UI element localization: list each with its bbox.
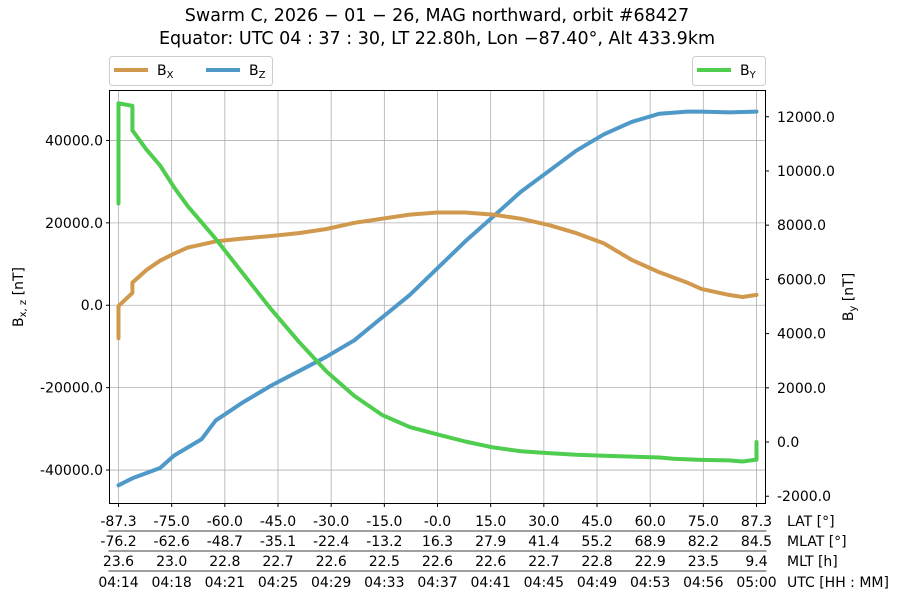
x-tick-label: 22.5 bbox=[369, 554, 400, 570]
x-row-label: MLT [h] bbox=[787, 554, 838, 570]
x-tick-label: 05:00 bbox=[736, 575, 776, 591]
x-tick-label: 04:21 bbox=[205, 575, 245, 591]
x-tick-label: 75.0 bbox=[688, 514, 719, 530]
x-tick-label: -62.6 bbox=[154, 534, 190, 550]
y-axis-right: -2000.0 0.0 2000.0 4000.0 6000.0 8000.0 10000.… bbox=[765, 110, 835, 505]
chart-title-line-2: Equator: UTC 04 : 37 : 30, LT 22.80h, Lo… bbox=[159, 29, 715, 49]
x-tick-label: 60.0 bbox=[635, 514, 666, 530]
x-tick-label: -45.0 bbox=[260, 514, 296, 530]
x-tick-label: 15.0 bbox=[475, 514, 506, 530]
y-left-tick-label: -40000.0 bbox=[40, 463, 103, 479]
x-tick-label: 04:41 bbox=[470, 575, 510, 591]
x-tick-label: 04:33 bbox=[364, 575, 404, 591]
x-tick-label: 27.9 bbox=[475, 534, 506, 550]
x-tick-label: 82.2 bbox=[688, 534, 719, 550]
y-left-tick-label: 20000.0 bbox=[45, 216, 103, 232]
y-left-tick-label: -20000.0 bbox=[40, 381, 103, 397]
legend-label-bz: BZ bbox=[249, 63, 266, 81]
x-tick-label: 04:49 bbox=[577, 575, 617, 591]
x-tick-label: 68.9 bbox=[635, 534, 666, 550]
series-lines bbox=[116, 101, 759, 488]
x-tick-label: 22.9 bbox=[635, 554, 666, 570]
x-tick-label: 30.0 bbox=[528, 514, 559, 530]
y-right-tick-label: 0.0 bbox=[777, 435, 799, 451]
x-tick-label: 04:56 bbox=[683, 575, 723, 591]
x-tick-label: 41.4 bbox=[528, 534, 559, 550]
y-right-tick-label: 4000.0 bbox=[777, 327, 826, 343]
chart-title-line-1: Swarm C, 2026 − 01 − 26, MAG northward, … bbox=[185, 6, 689, 26]
y-axis-left-label: Bx, z [nT] bbox=[11, 267, 29, 327]
x-tick-label: 84.5 bbox=[741, 534, 772, 550]
y-axis-left: -40000.0 -20000.0 0.0 20000.0 40000.0 bbox=[40, 133, 110, 479]
x-tick-label: -60.0 bbox=[207, 514, 243, 530]
y-left-tick-label: 40000.0 bbox=[45, 133, 103, 149]
x-tick-label: 04:53 bbox=[630, 575, 670, 591]
x-tick-label: 22.8 bbox=[209, 554, 240, 570]
x-tick-label: 22.6 bbox=[475, 554, 506, 570]
x-row-label: UTC [HH : MM] bbox=[787, 575, 889, 591]
series-line-bx bbox=[116, 210, 759, 341]
x-tick-label: 9.4 bbox=[745, 554, 767, 570]
grid bbox=[110, 91, 765, 503]
legend-label-bx: BX bbox=[157, 63, 174, 81]
x-tick-label: 23.5 bbox=[688, 554, 719, 570]
x-tick-label: -22.4 bbox=[313, 534, 349, 550]
x-tick-label: -13.2 bbox=[366, 534, 402, 550]
x-tick-label: 04:45 bbox=[524, 575, 564, 591]
x-tick-label: 23.0 bbox=[156, 554, 187, 570]
y-axis-right-label: By [nT] bbox=[841, 273, 859, 321]
x-tick-label: -76.2 bbox=[100, 534, 136, 550]
x-tick-label: 55.2 bbox=[581, 534, 612, 550]
y-right-tick-label: 8000.0 bbox=[777, 218, 826, 234]
x-tick-label: 04:37 bbox=[417, 575, 457, 591]
legend-right: BY bbox=[692, 56, 766, 86]
x-tick-label: -87.3 bbox=[100, 514, 136, 530]
x-tick-label: -75.0 bbox=[154, 514, 190, 530]
x-tick-label: 22.6 bbox=[316, 554, 347, 570]
y-right-tick-label: 10000.0 bbox=[777, 164, 835, 180]
x-tick-label: 22.8 bbox=[581, 554, 612, 570]
y-left-tick-label: 0.0 bbox=[81, 298, 103, 314]
x-tick-label: 04:18 bbox=[151, 575, 191, 591]
x-tick-label: 22.7 bbox=[528, 554, 559, 570]
series-line-by bbox=[116, 101, 759, 464]
x-tick-label: 04:14 bbox=[98, 575, 138, 591]
x-tick-label: 22.7 bbox=[262, 554, 293, 570]
x-tick-label: 16.3 bbox=[422, 534, 453, 550]
x-tick-label: 23.6 bbox=[103, 554, 134, 570]
x-tick-label: -15.0 bbox=[366, 514, 402, 530]
x-tick-label: -30.0 bbox=[313, 514, 349, 530]
x-row-label: LAT [°] bbox=[787, 514, 835, 530]
x-tick-label: 22.6 bbox=[422, 554, 453, 570]
x-axis-tick-rows: -87.3 -75.0 -60.0 -45.0 -30.0 -15.0 -0.0 15.0 30… bbox=[98, 503, 889, 591]
x-tick-label: 04:29 bbox=[311, 575, 351, 591]
legend-label-by: BY bbox=[740, 63, 757, 81]
x-tick-label: 87.3 bbox=[741, 514, 772, 530]
x-tick-label: 45.0 bbox=[581, 514, 612, 530]
x-tick-label: -48.7 bbox=[207, 534, 243, 550]
x-row-label: MLAT [°] bbox=[787, 534, 847, 550]
legend-left: BX BZ bbox=[109, 56, 273, 86]
x-tick-label: -35.1 bbox=[260, 534, 296, 550]
y-right-tick-label: 6000.0 bbox=[777, 272, 826, 288]
y-right-tick-label: 2000.0 bbox=[777, 381, 826, 397]
y-right-tick-label: 12000.0 bbox=[777, 110, 835, 126]
series-line-bz bbox=[116, 109, 759, 488]
y-right-tick-label: -2000.0 bbox=[777, 489, 831, 505]
x-tick-label: 04:25 bbox=[258, 575, 298, 591]
x-tick-label: -0.0 bbox=[424, 514, 451, 530]
